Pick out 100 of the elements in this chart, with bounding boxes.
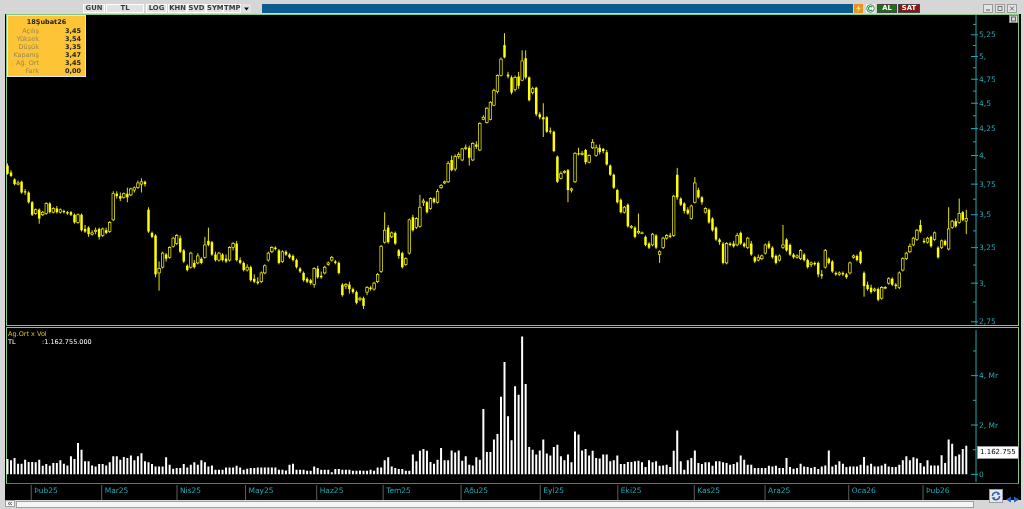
bar [225,467,228,475]
bar [542,439,545,475]
bar [676,430,679,475]
bar [387,457,390,475]
bar [884,463,887,475]
bar [292,463,295,475]
bar [729,464,732,475]
bar [690,458,693,475]
bar [168,464,171,475]
bar [584,448,587,475]
bar [767,465,770,475]
candlestick [823,248,827,270]
bar [52,463,55,475]
bar [496,433,499,475]
bar [760,467,763,475]
bar [200,460,203,475]
bar [535,454,538,475]
bar [947,439,950,475]
bar [566,454,569,475]
bar [841,463,844,475]
bar [337,468,340,475]
bar [651,462,654,475]
bar [524,384,527,475]
bar [820,466,823,475]
bar [249,467,252,475]
bar [792,468,795,475]
bar [112,456,115,475]
candlestick [524,49,527,80]
bar [182,463,185,475]
bar [834,464,837,475]
bar [119,459,122,475]
bar [411,454,414,475]
bar [122,457,125,475]
bar [894,466,897,475]
bar [193,462,196,475]
bar [94,466,97,475]
bar [210,465,213,475]
bar [207,466,210,475]
bar [549,455,552,475]
bar [637,460,640,475]
bar [66,465,69,475]
bar [739,455,742,475]
bar [422,448,425,475]
bar [418,450,421,475]
bar [62,463,65,475]
bar [27,462,30,475]
bar [891,466,894,475]
bar [253,467,256,475]
bar [133,460,136,475]
bar [154,466,157,475]
bar [454,452,457,475]
bar [662,465,665,475]
candlestick [468,145,471,167]
candlestick [383,211,387,245]
bar [48,465,51,475]
bar [746,464,749,475]
candlestick [510,75,513,95]
bar [179,467,182,475]
bar [559,456,562,475]
bar [612,460,615,475]
bar [457,450,460,475]
bar [707,462,710,475]
bar [778,467,781,475]
bar [619,463,622,475]
bar [563,460,566,475]
bar [905,456,908,475]
bar [316,467,319,475]
bar [856,466,858,475]
bar [732,463,735,475]
bar [718,461,721,475]
bar [940,455,943,475]
bar [796,467,799,475]
bar [514,386,517,475]
bar [77,443,79,475]
bar [824,465,827,475]
bar [852,466,855,475]
bar [958,454,961,475]
bar [863,457,866,475]
candlestick [358,296,362,302]
bar [87,461,90,475]
bar [531,449,534,475]
bar [922,466,925,475]
bar [870,463,873,475]
bar [725,463,728,475]
bar [803,466,806,475]
bar [235,465,238,475]
bar [425,450,428,475]
bar [774,465,777,475]
bar [605,454,608,475]
bar [655,461,658,475]
bar [817,468,820,475]
bar [838,461,841,475]
bar [669,466,672,475]
bar [813,466,816,475]
bar [574,431,577,475]
bar [919,463,922,475]
bar [196,464,199,475]
bar [704,462,707,475]
bar [267,467,270,475]
candlestick [80,213,83,232]
